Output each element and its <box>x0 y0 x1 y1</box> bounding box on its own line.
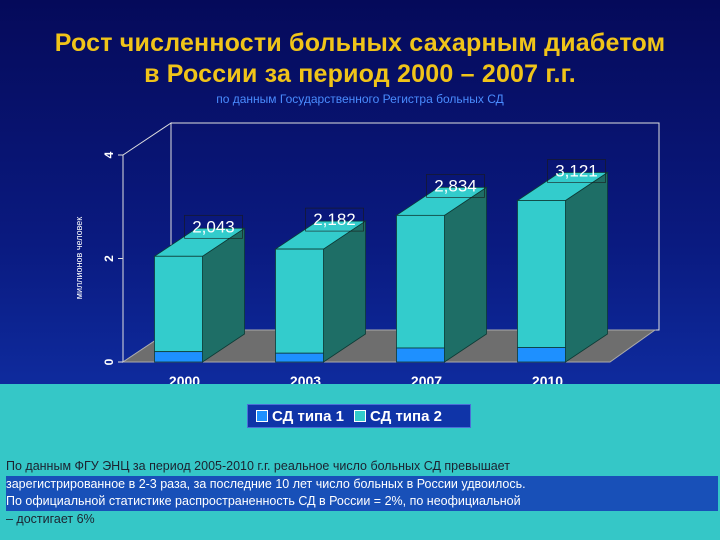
y-axis-label: миллионов человек <box>74 217 84 299</box>
chart-legend: СД типа 1 СД типа 2 <box>247 404 471 428</box>
data-label-box <box>184 214 243 239</box>
bar-type2-2000 <box>154 255 203 353</box>
title-line-1: Рост численности больных сахарным диабет… <box>54 29 666 57</box>
title-line-2: в России за период 2000 – 2007 г.г. <box>144 60 576 88</box>
note-line-4: – достигает 6% <box>6 511 95 526</box>
legend-swatch-type1 <box>256 410 268 422</box>
legend-item-type1: СД типа 1 <box>256 408 344 425</box>
note-line-2: зарегистрированное в 2-3 раза, за послед… <box>6 475 718 493</box>
bar-type2-2010 <box>517 200 566 348</box>
y-tick-label: 2 <box>102 255 116 262</box>
legend-label-type2: СД типа 2 <box>369 407 442 425</box>
bar-type2-2007 <box>396 214 445 349</box>
bar-side-2007 <box>444 186 487 363</box>
data-label-2010: 3,121 <box>555 161 598 180</box>
legend-item-type2: СД типа 2 <box>353 407 442 425</box>
slide-title: Рост численности больных сахарным диабет… <box>0 28 720 90</box>
data-label-box <box>426 174 485 198</box>
bar-side-2010 <box>565 171 608 363</box>
bar-type2-2003 <box>275 248 324 354</box>
data-label-box <box>305 207 364 232</box>
bar-type1-2003 <box>275 352 324 363</box>
y-tick-label: 0 <box>102 358 116 365</box>
slide-subtitle: по данным Государственного Регистра боль… <box>216 92 504 106</box>
note-line-1: По данным ФГУ ЭНЦ за период 2005-2010 г.… <box>6 459 510 473</box>
legend-swatch-type2 <box>353 410 366 422</box>
bar-type1-2010 <box>517 347 566 363</box>
bar-type1-2000 <box>154 351 203 363</box>
legend-label-type1: СД типа 1 <box>272 407 344 425</box>
data-label-2007: 2,834 <box>434 176 477 195</box>
data-label-2003: 2,182 <box>313 210 356 229</box>
footnote-text: По данным ФГУ ЭНЦ за период 2005-2010 г.… <box>6 458 718 528</box>
data-label-2000: 2,043 <box>192 217 235 236</box>
data-label-box <box>547 159 606 183</box>
note-line-3: По официальной статистике распространенн… <box>6 493 718 511</box>
bar-type1-2007 <box>396 347 445 363</box>
y-tick-label: 4 <box>102 151 116 158</box>
